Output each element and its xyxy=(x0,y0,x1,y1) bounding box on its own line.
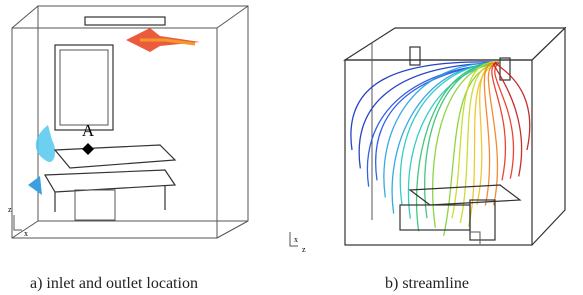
axis-label: x xyxy=(24,229,28,238)
axis-label: z xyxy=(302,245,306,254)
axis-label: x xyxy=(294,235,298,244)
streamline xyxy=(367,64,497,187)
edge xyxy=(217,221,248,238)
box xyxy=(470,200,495,240)
table xyxy=(55,145,175,168)
outlet-vent xyxy=(85,17,165,25)
axis-label: z xyxy=(8,205,12,214)
window xyxy=(55,45,113,130)
left-room: A x z xyxy=(8,6,248,238)
streamlines xyxy=(351,62,530,236)
figure: A x z x z a) inlet and outlet location b… xyxy=(0,0,583,295)
point-a-marker xyxy=(82,143,94,155)
box xyxy=(75,190,115,220)
desk xyxy=(45,170,175,192)
front-face xyxy=(345,60,532,245)
window-inner xyxy=(60,50,108,125)
top-face xyxy=(345,28,565,60)
streamline xyxy=(460,63,498,223)
edge xyxy=(12,6,38,28)
point-label: A xyxy=(82,121,95,140)
edge xyxy=(217,6,248,28)
outlet-flow xyxy=(36,125,55,162)
axis-icon xyxy=(470,232,480,244)
side-face xyxy=(532,28,565,245)
page: {"figure": { "left": {"point_label": "A"… xyxy=(0,0,583,295)
caption: a) inlet and outlet location xyxy=(30,275,198,292)
outlet-flow xyxy=(28,176,42,195)
right-room: x z xyxy=(290,28,565,254)
caption: b) streamline xyxy=(385,275,469,292)
vent xyxy=(410,47,420,65)
streamline xyxy=(488,64,497,205)
axis-icon xyxy=(14,215,22,230)
